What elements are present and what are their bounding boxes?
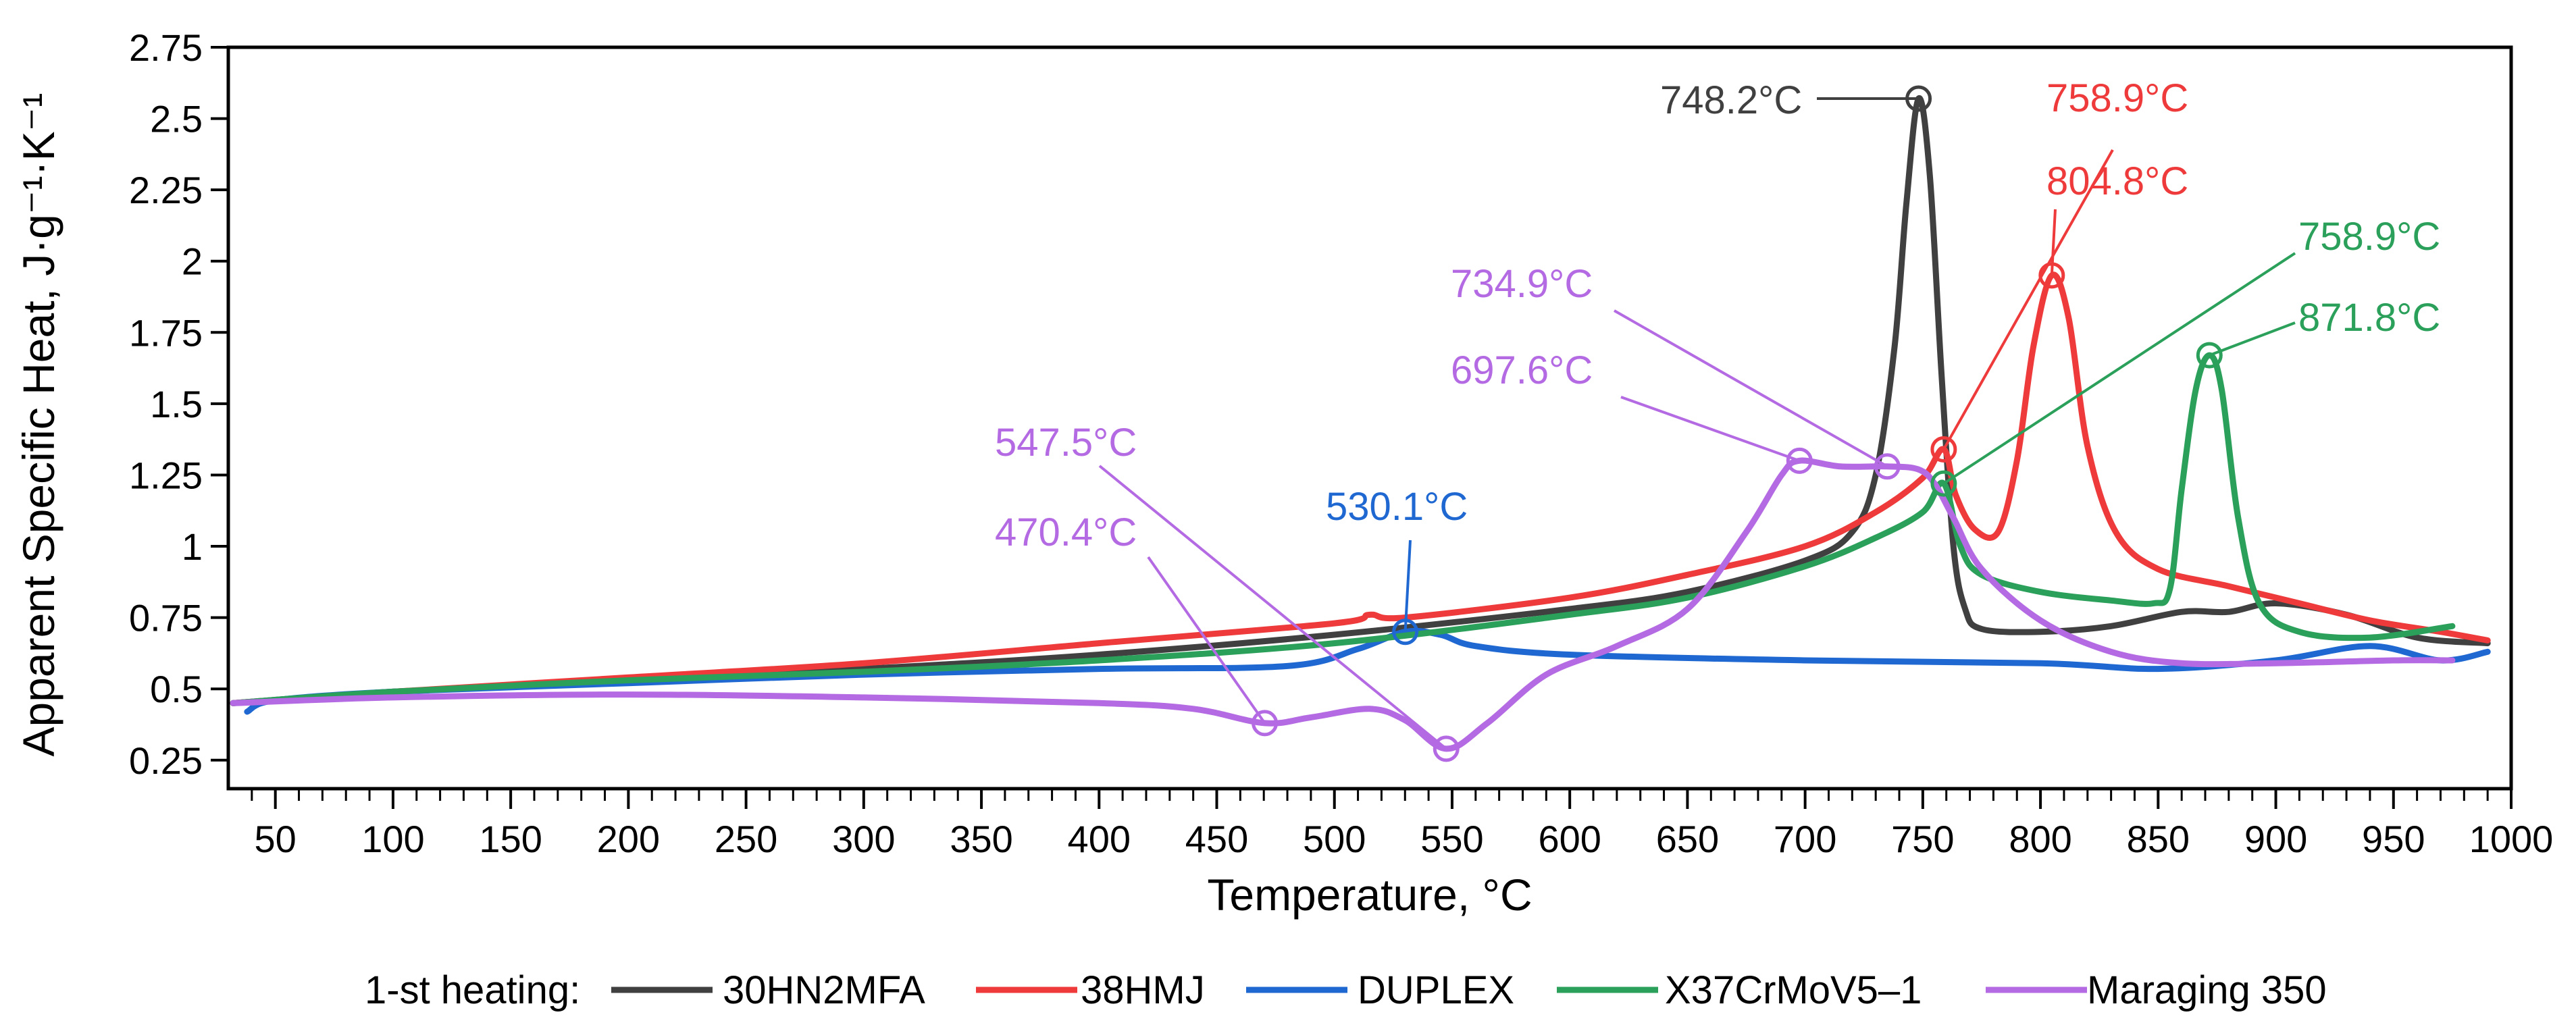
annotation-leader-line: [1098, 465, 1447, 750]
y-axis-title: Apparent Specific Heat, J·g⁻¹·K⁻¹: [14, 93, 63, 756]
annotation-leader-line: [1942, 252, 2296, 485]
annotation-label: 530.1°C: [1326, 485, 1468, 529]
series-line: [230, 352, 2456, 706]
x-tick-label: 100: [361, 818, 424, 860]
peak-marker: [1252, 710, 1279, 737]
series-line: [230, 95, 2491, 706]
annotation-label: 697.6°C: [1451, 348, 1593, 392]
y-tick-label: 2.75: [129, 26, 203, 69]
x-tick-label: 850: [2127, 818, 2190, 860]
x-tick-label: 500: [1303, 818, 1366, 860]
annotation-leader-line: [1403, 540, 1412, 632]
y-tick-label: 1.25: [129, 454, 203, 496]
y-tick-label: 2.5: [150, 98, 203, 140]
peak-marker: [1930, 436, 1957, 463]
x-tick-label: 150: [479, 818, 542, 860]
peak-marker: [1433, 735, 1460, 762]
y-tick-label: 0.25: [129, 739, 203, 782]
legend-entry-label: 38HMJ: [1081, 968, 1205, 1012]
legend-entry-label: 30HN2MFA: [723, 968, 925, 1012]
peak-marker: [2196, 342, 2223, 369]
legend-entry-label: Maraging 350: [2087, 968, 2327, 1012]
x-tick-label: 400: [1068, 818, 1131, 860]
y-tick-label: 2.25: [129, 169, 203, 211]
annotation-leader-line: [1614, 309, 1888, 468]
x-tick-label: 950: [2362, 818, 2425, 860]
annotation-label: 734.9°C: [1451, 262, 1593, 306]
x-tick-label: 450: [1185, 818, 1248, 860]
series-line: [230, 271, 2491, 706]
peak-marker: [1786, 447, 1813, 474]
x-tick-label: 650: [1656, 818, 1719, 860]
x-tick-label: 350: [950, 818, 1012, 860]
annotation-leader-line: [1147, 556, 1266, 725]
y-tick-label: 0.5: [150, 668, 203, 710]
y-tick-label: 2: [182, 240, 203, 283]
annotation-leader-line: [2209, 321, 2296, 357]
annotation-label: 758.9°C: [2046, 76, 2188, 120]
x-tick-label: 800: [2009, 818, 2071, 860]
annotation-label: 748.2°C: [1660, 78, 1802, 122]
legend-prefix: 1-st heating:: [365, 968, 580, 1012]
annotation-label: 871.8°C: [2298, 296, 2440, 340]
x-tick-label: 200: [597, 818, 660, 860]
annotation-leader-line: [2050, 209, 2057, 275]
series-line: [230, 457, 2456, 752]
x-tick-label: 250: [715, 818, 777, 860]
y-tick-label: 1.75: [129, 311, 203, 354]
annotation-label: 547.5°C: [995, 421, 1137, 465]
plot-area-frame: [226, 45, 2513, 791]
x-axis-title: Temperature, °C: [1207, 870, 1532, 920]
peak-marker: [1874, 453, 1901, 480]
annotation-label: 758.9°C: [2298, 215, 2440, 259]
x-tick-label: 900: [2244, 818, 2307, 860]
legend-entry-label: X37CrMoV5–1: [1665, 968, 1922, 1012]
x-tick-label: 1000: [2469, 818, 2554, 860]
annotation-leader-line: [1620, 396, 1800, 463]
annotation-label: 470.4°C: [995, 510, 1137, 554]
y-tick-label: 0.75: [129, 597, 203, 639]
series-line: [244, 627, 2491, 715]
x-tick-label: 50: [255, 818, 297, 860]
x-tick-label: 750: [1891, 818, 1954, 860]
y-tick-label: 1: [182, 525, 203, 568]
y-tick-label: 1.5: [150, 383, 203, 425]
x-tick-label: 600: [1538, 818, 1601, 860]
annotation-label: 804.8°C: [2046, 159, 2188, 203]
legend: 1-st heating: 30HN2MFA 38HMJ DUPLEX X37CrMoV…: [365, 968, 2327, 1012]
annotation-leader-line: [1942, 149, 2114, 450]
x-tick-label: 300: [832, 818, 895, 860]
x-tick-label: 550: [1420, 818, 1483, 860]
peak-marker: [1930, 470, 1957, 497]
x-tick-label: 700: [1774, 818, 1836, 860]
legend-entry-label: DUPLEX: [1358, 968, 1514, 1012]
